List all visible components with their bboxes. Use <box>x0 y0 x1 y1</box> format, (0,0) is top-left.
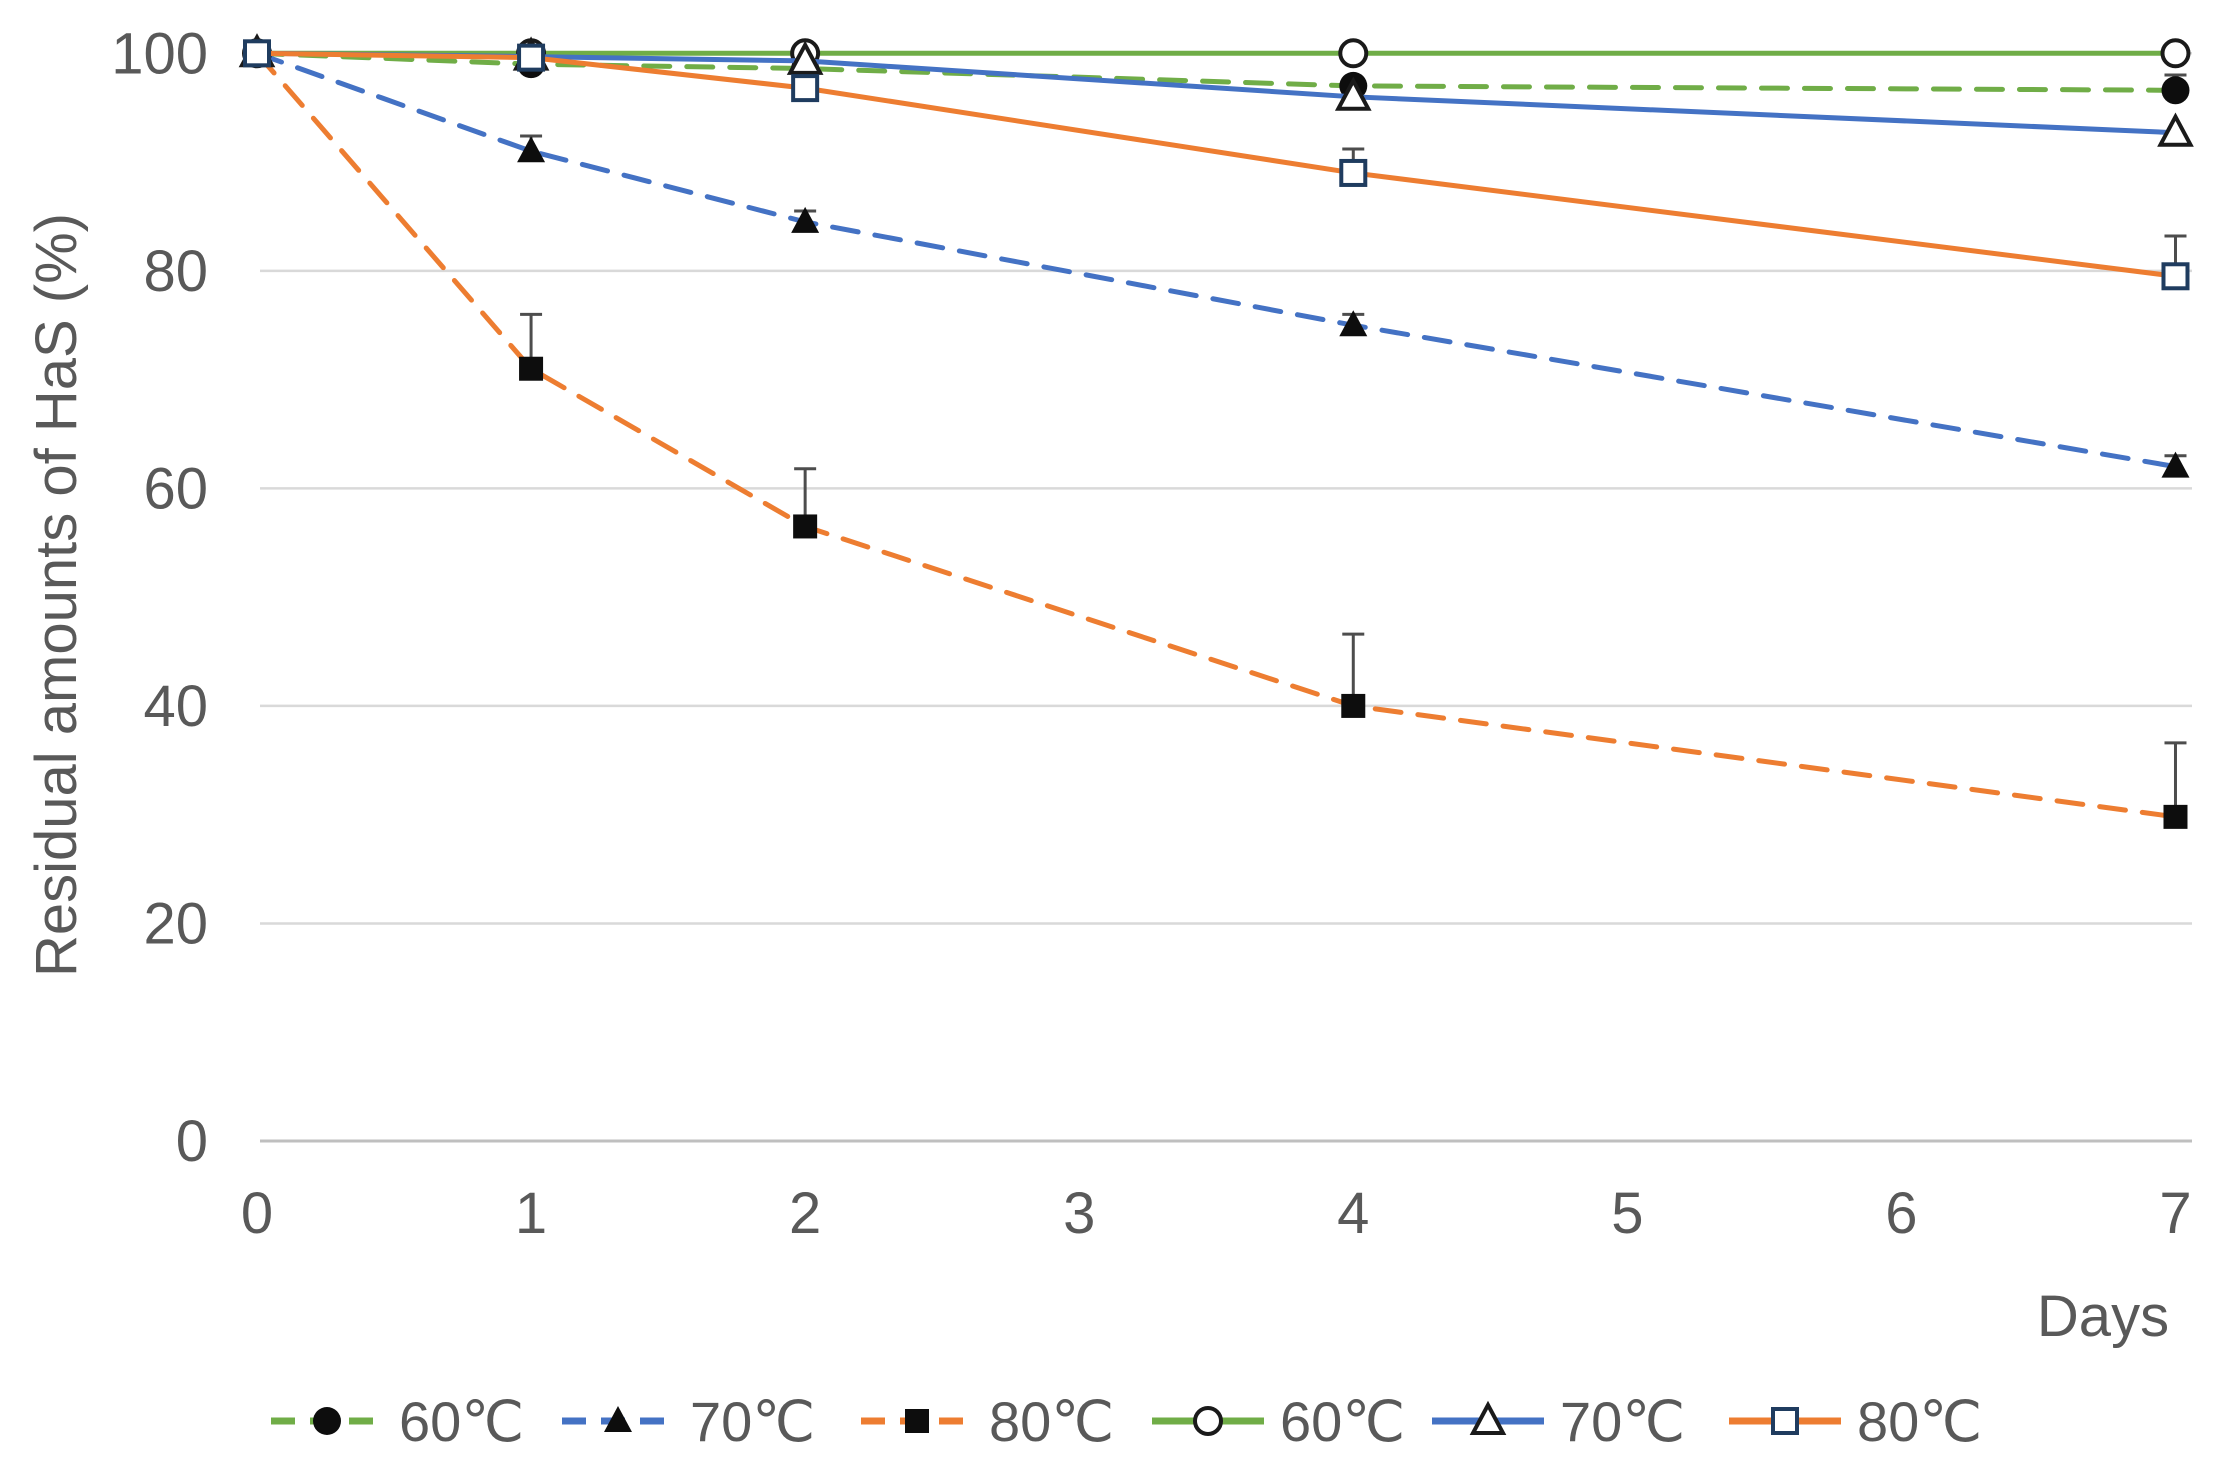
series-5-solid <box>243 39 2190 291</box>
marker-triangle-filled <box>1339 310 1368 337</box>
marker-square-filled <box>2163 804 2188 829</box>
marker-square-filled <box>793 514 818 539</box>
marker-square-open <box>791 74 820 103</box>
marker-triangle-open <box>1334 76 1372 111</box>
legend-item-4: 70℃ <box>1432 1390 1685 1453</box>
marker-square-filled <box>519 356 544 381</box>
series-line <box>254 50 2178 820</box>
marker-circle-open <box>1338 38 1369 69</box>
legend-item-1: 70℃ <box>562 1390 815 1453</box>
marker-square-filled <box>1341 693 1366 718</box>
y-tick-label: 100 <box>111 21 208 86</box>
marker-square-open <box>517 43 546 72</box>
x-tick-label: 5 <box>1611 1181 1643 1246</box>
marker-triangle-filled <box>604 1406 632 1432</box>
legend-item-3: 60℃ <box>1152 1390 1405 1453</box>
marker-triangle-filled <box>517 136 546 163</box>
marker-circle-filled <box>2161 76 2190 105</box>
series-1-dashed <box>243 38 2190 478</box>
legend-label: 80℃ <box>1857 1390 1982 1453</box>
x-tick-label: 3 <box>1063 1181 1095 1246</box>
chart-legend: 60℃ 70℃ 80℃ 60℃ 70℃ 80℃ <box>271 1390 1982 1453</box>
y-tick-label: 0 <box>176 1109 208 1174</box>
legend-label: 80℃ <box>989 1390 1114 1453</box>
marker-square-open <box>1339 158 1368 187</box>
series-line <box>254 50 2178 93</box>
marker-circle-open <box>2160 38 2191 69</box>
y-tick-label: 20 <box>143 891 208 956</box>
marker-square-open <box>243 39 271 68</box>
y-axis-title: Residual amounts of HaS (%) <box>24 213 89 977</box>
y-tick-label: 40 <box>143 674 208 739</box>
y-tick-label: 80 <box>143 239 208 304</box>
x-tick-label: 1 <box>515 1181 547 1246</box>
x-axis-title: Days <box>2037 1284 2169 1349</box>
marker-square-open <box>1771 1407 1799 1435</box>
series-line <box>254 50 2178 470</box>
marker-circle-open <box>1193 1406 1223 1436</box>
marker-triangle-open <box>2157 112 2194 147</box>
x-tick-label: 2 <box>789 1181 821 1246</box>
legend-label: 60℃ <box>1280 1390 1405 1453</box>
x-tick-label: 0 <box>241 1181 273 1246</box>
x-tick-label: 4 <box>1337 1181 1369 1246</box>
legend-item-0: 60℃ <box>271 1390 524 1453</box>
legend-item-2: 80℃ <box>861 1390 1114 1453</box>
marker-triangle-open <box>1469 1400 1507 1435</box>
marker-triangle-open <box>786 40 824 75</box>
legend-label: 60℃ <box>399 1390 524 1453</box>
x-tick-label: 6 <box>1885 1181 1917 1246</box>
marker-square-filled <box>905 1409 929 1433</box>
marker-circle-filled <box>313 1407 341 1435</box>
marker-triangle-filled <box>2161 451 2190 478</box>
marker-square-open <box>2161 262 2190 291</box>
legend-label: 70℃ <box>1560 1390 1685 1453</box>
legend-label: 70℃ <box>690 1390 815 1453</box>
legend-item-5: 80℃ <box>1729 1390 1982 1453</box>
x-tick-label: 7 <box>2159 1181 2191 1246</box>
plot-area: 0 20 40 60 80 100 0 1 2 3 4 5 6 7 <box>111 21 2194 1246</box>
marker-triangle-filled <box>791 206 820 233</box>
y-tick-label: 60 <box>143 456 208 521</box>
